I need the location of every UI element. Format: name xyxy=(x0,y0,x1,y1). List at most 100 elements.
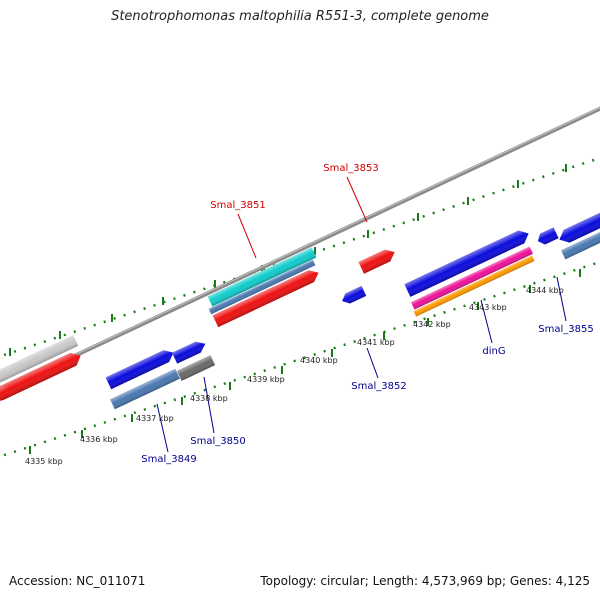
minor-tick xyxy=(412,218,416,222)
gene-blue-right-small[interactable] xyxy=(535,227,559,246)
gene-red-left-lower-shading xyxy=(0,386,10,402)
minor-tick xyxy=(392,224,396,228)
minor-tick xyxy=(73,430,77,434)
gene-label[interactable]: Smal_3855 xyxy=(538,324,593,335)
map-title: Stenotrophomonas maltophilia R551-3, com… xyxy=(111,9,489,24)
minor-tick xyxy=(343,343,346,347)
minor-tick xyxy=(462,201,465,205)
gene-red-3851[interactable] xyxy=(212,267,322,328)
gene-label[interactable]: dinG xyxy=(482,346,505,357)
gene-label[interactable]: Smal_3853 xyxy=(323,163,378,174)
minor-tick xyxy=(352,237,356,241)
gene-label[interactable]: Smal_3849 xyxy=(141,454,196,465)
upper-tick-row xyxy=(3,158,595,357)
minor-tick xyxy=(163,401,167,405)
minor-tick xyxy=(63,433,67,437)
gene-grey-left[interactable] xyxy=(0,334,79,386)
minor-tick xyxy=(593,262,596,266)
label-leader-lines xyxy=(156,176,567,453)
gene-label[interactable]: Smal_3851 xyxy=(210,200,265,211)
minor-tick xyxy=(323,349,326,353)
cds-steelblue-3851[interactable] xyxy=(208,259,316,315)
cds-steelblue-3849-shading xyxy=(110,368,180,410)
minor-tick xyxy=(153,303,156,307)
minor-tick xyxy=(173,297,176,301)
minor-tick xyxy=(533,281,536,285)
minor-tick xyxy=(503,291,506,295)
gene-blue-dinG[interactable] xyxy=(404,227,531,297)
gene-blue-3852[interactable] xyxy=(340,285,367,306)
minor-tick xyxy=(43,340,47,343)
minor-tick xyxy=(543,278,546,282)
rna-orange-dinG[interactable] xyxy=(413,255,535,317)
scale-label: 4344 kbp xyxy=(526,286,564,295)
minor-tick xyxy=(482,195,485,198)
minor-tick xyxy=(203,287,206,291)
minor-tick xyxy=(513,288,516,292)
minor-tick xyxy=(362,234,366,238)
minor-tick xyxy=(463,304,466,308)
gene-label[interactable]: Smal_3852 xyxy=(351,381,406,392)
gene-blue-3850[interactable] xyxy=(172,338,208,364)
scale-label: 4335 kbp xyxy=(25,457,63,466)
minor-tick xyxy=(43,440,47,444)
minor-tick xyxy=(541,175,545,179)
minor-tick xyxy=(332,244,336,248)
minor-tick xyxy=(153,404,157,408)
labels: 4335 kbp 4336 kbp 4337 kbp 4338 kbp 4339 kbp… xyxy=(25,163,594,466)
cds-steelblue-3855-shading xyxy=(561,230,600,260)
gene-blue-3855[interactable] xyxy=(556,212,600,246)
minor-tick xyxy=(13,349,17,353)
minor-tick xyxy=(342,241,346,245)
gene-blue-3850-shading xyxy=(172,341,206,364)
leader-line xyxy=(346,176,368,223)
minor-tick xyxy=(433,314,436,318)
gene-red-left-upper[interactable] xyxy=(0,350,84,401)
minor-tick xyxy=(283,362,286,366)
gene-red-left-lower[interactable] xyxy=(0,385,12,402)
minor-tick xyxy=(223,382,227,386)
scale-label: 4338 kbp xyxy=(190,394,228,403)
minor-tick xyxy=(273,365,277,369)
cds-grey-3850[interactable] xyxy=(176,355,216,381)
scale-label: 4340 kbp xyxy=(300,356,338,365)
minor-tick xyxy=(33,443,37,447)
minor-tick xyxy=(561,168,565,172)
minor-tick xyxy=(413,320,416,324)
minor-tick xyxy=(372,231,376,235)
minor-tick xyxy=(303,356,306,360)
minor-tick xyxy=(591,158,595,162)
minor-tick xyxy=(233,378,237,382)
minor-tick xyxy=(583,265,586,269)
gene-label[interactable]: Smal_3850 xyxy=(190,436,245,447)
minor-tick xyxy=(293,359,296,363)
leader-line xyxy=(203,376,215,434)
gene-grey-left-shading xyxy=(0,334,79,386)
gene-blue-3849[interactable] xyxy=(105,347,177,390)
minor-tick xyxy=(3,353,7,357)
rna-magenta-dinG[interactable] xyxy=(411,246,533,310)
minor-tick xyxy=(23,446,27,450)
minor-tick xyxy=(93,424,97,428)
minor-tick xyxy=(222,280,226,284)
accession-text: Accession: NC_011071 xyxy=(9,574,146,588)
cds-steelblue-3855[interactable] xyxy=(561,230,600,260)
minor-tick xyxy=(133,310,136,314)
minor-tick xyxy=(63,333,67,337)
cds-steelblue-3849[interactable] xyxy=(110,368,180,410)
gene-red-3853[interactable] xyxy=(358,246,397,274)
minor-tick xyxy=(183,293,186,297)
gene-cyan-3851[interactable] xyxy=(207,247,317,307)
leader-line xyxy=(237,213,257,259)
gene-features xyxy=(0,212,600,410)
minor-tick xyxy=(353,340,356,343)
minor-tick xyxy=(73,330,77,334)
rna-orange-dinG-shading xyxy=(413,255,535,317)
minor-tick xyxy=(333,346,336,350)
leader-line xyxy=(156,403,169,453)
minor-tick xyxy=(573,268,576,272)
gene-red-3853-shading xyxy=(358,249,395,274)
leader-line xyxy=(556,276,567,322)
